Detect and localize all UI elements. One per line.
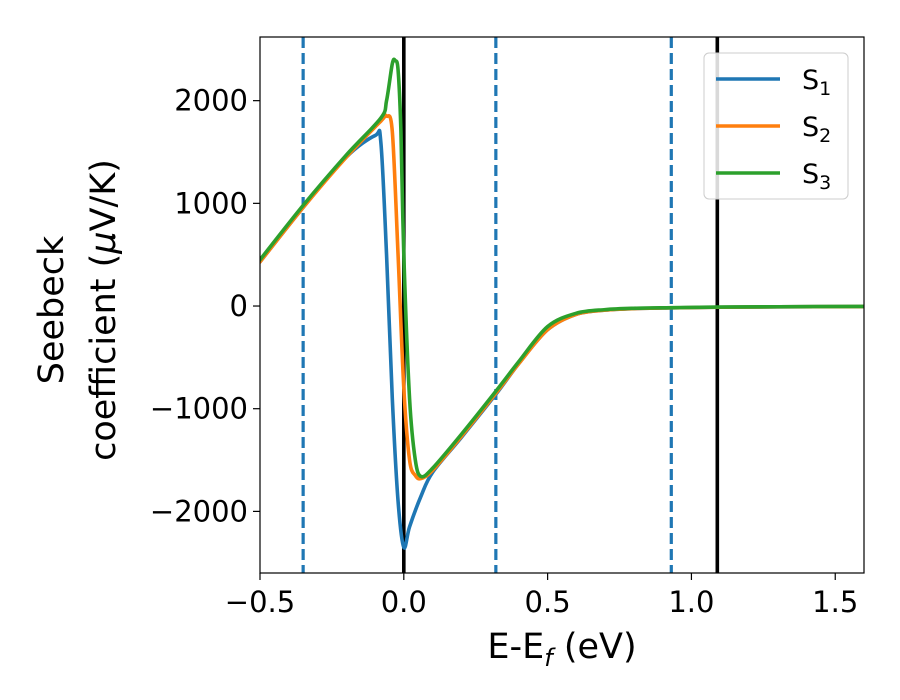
x-axis-title: E-Ef (eV) xyxy=(487,627,636,672)
x-tick-label: 0.5 xyxy=(525,585,571,619)
y-tick-label: 0 xyxy=(230,289,248,323)
y-axis-title-line1: Seebeck xyxy=(32,235,72,384)
plot-frame xyxy=(259,36,865,574)
y-tick-label: 2000 xyxy=(174,84,248,118)
x-tick-label: −0.5 xyxy=(225,585,295,619)
y-axis-title-mu: μ xyxy=(84,231,124,254)
y-tick-label: −1000 xyxy=(150,392,248,426)
legend-label-s2: S2 xyxy=(802,112,831,147)
x-tick-label: 1.5 xyxy=(812,585,858,619)
x-tick-label: 1.0 xyxy=(668,585,714,619)
legend-label-s1: S1 xyxy=(802,65,831,100)
series-lines xyxy=(260,57,864,550)
legend: S1 S2 S3 xyxy=(703,52,849,200)
x-axis-title-unit: (eV) xyxy=(553,627,637,667)
x-tick-label: 0.0 xyxy=(381,585,427,619)
series-line-s3 xyxy=(260,57,864,479)
y-axis: 2000 1000 0 −1000 −2000 xyxy=(150,84,260,528)
legend-label-s3: S3 xyxy=(802,159,831,194)
y-tick-label: −2000 xyxy=(150,494,248,528)
y-axis-title-line2: coefficient (μV/K) xyxy=(84,159,124,461)
x-axis: −0.5 0.0 0.5 1.0 1.5 xyxy=(225,573,858,619)
y-axis-title: Seebeck coefficient (μV/K) xyxy=(32,159,124,461)
y-tick-label: 1000 xyxy=(174,186,248,220)
